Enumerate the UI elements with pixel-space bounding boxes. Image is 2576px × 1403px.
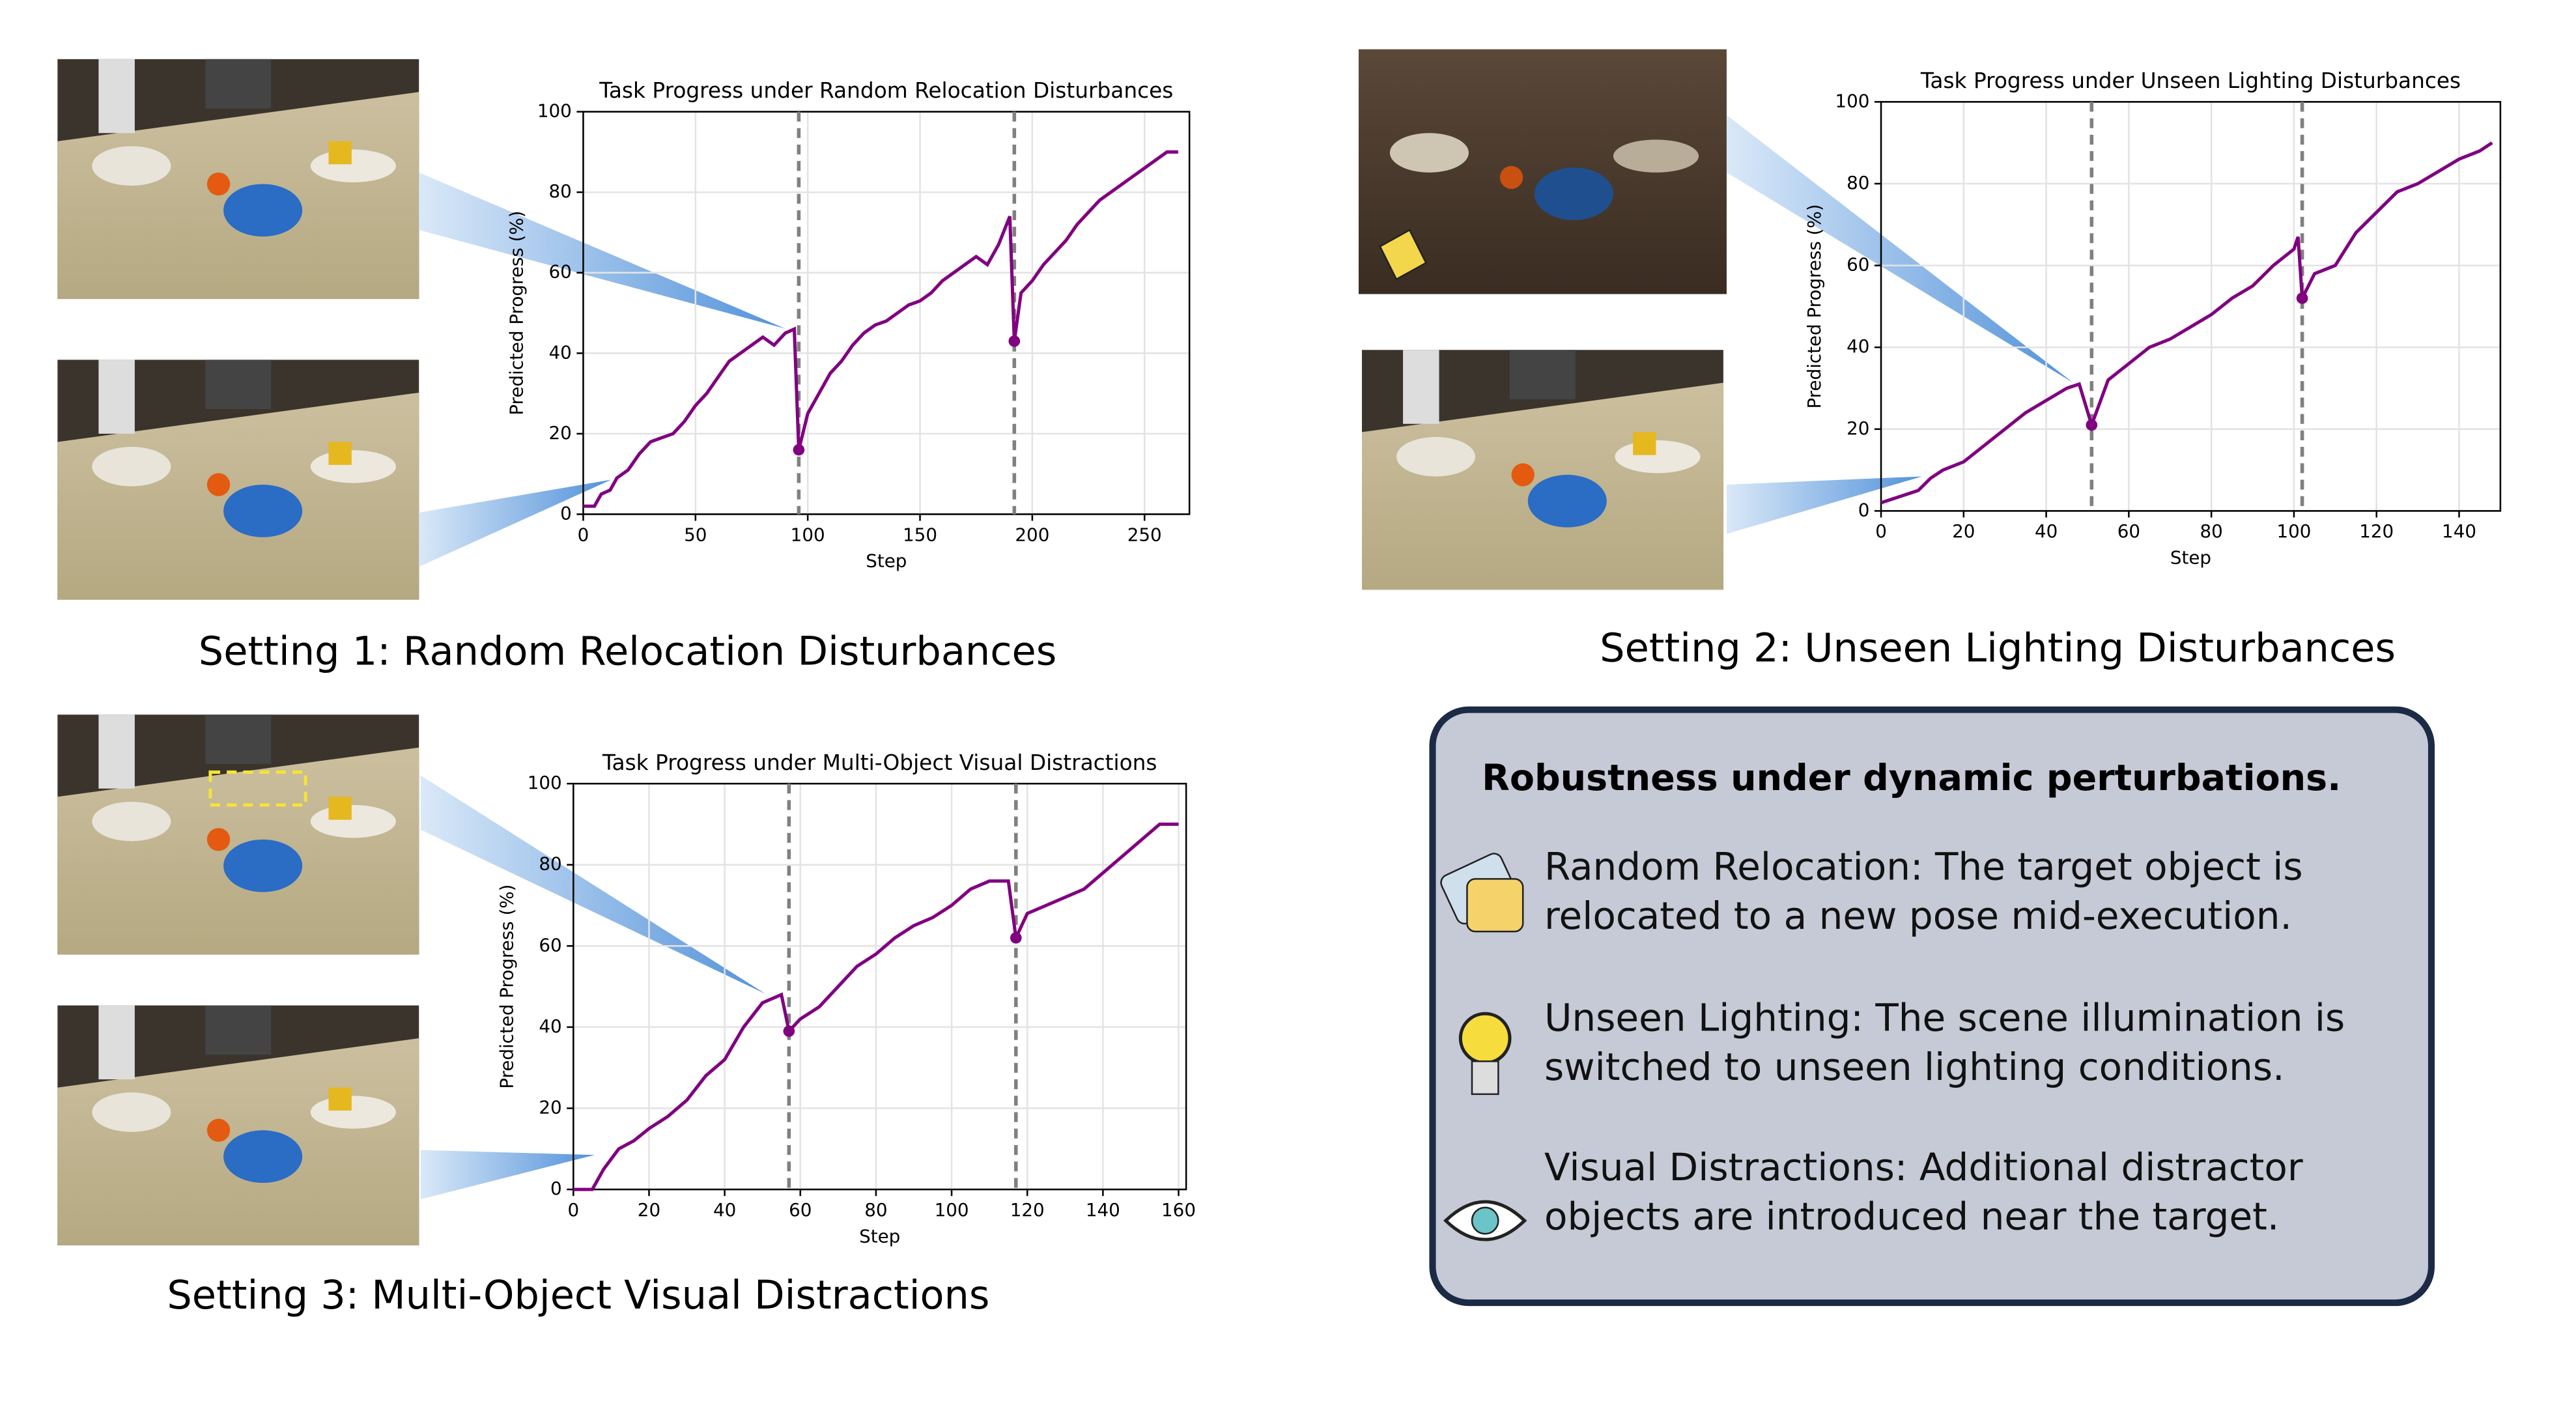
setting-caption: Setting 2: Unseen Lighting Disturbances <box>1600 625 2396 671</box>
event-point <box>1010 932 1022 944</box>
y-tick-label: 80 <box>1847 172 1869 193</box>
x-tick-label: 0 <box>567 1199 579 1221</box>
plot-frame <box>573 782 1187 1191</box>
y-tick-label: 60 <box>539 934 561 956</box>
y-tick-label: 60 <box>1847 254 1869 276</box>
y-tick-label: 40 <box>539 1015 561 1037</box>
chart-title: Task Progress under Multi-Object Visual … <box>602 750 1157 775</box>
chart-title: Task Progress under Random Relocation Di… <box>599 78 1173 103</box>
x-tick-label: 150 <box>903 524 937 545</box>
x-tick-label: 20 <box>1952 520 1975 542</box>
panel-title: Robustness under dynamic perturbations. <box>1482 758 2341 799</box>
x-axis-label: Step <box>859 1225 900 1247</box>
x-tick-label: 100 <box>935 1199 969 1221</box>
photos <box>57 49 1727 1245</box>
plot-frame <box>582 111 1191 515</box>
x-tick-label: 40 <box>2035 520 2058 542</box>
y-tick-label: 0 <box>560 502 572 524</box>
x-axis-label: Step <box>2170 547 2211 569</box>
x-tick-label: 120 <box>2359 520 2394 542</box>
x-tick-label: 40 <box>713 1199 736 1221</box>
y-tick-label: 40 <box>1847 335 1869 357</box>
x-tick-label: 60 <box>2117 520 2140 542</box>
x-tick-label: 0 <box>1875 520 1887 542</box>
x-tick-label: 100 <box>2276 520 2311 542</box>
y-axis-label: Predicted Progress (%) <box>1804 204 1825 408</box>
y-tick-label: 100 <box>1835 90 1869 111</box>
x-tick-label: 0 <box>578 524 589 545</box>
x-tick-label: 250 <box>1127 524 1162 545</box>
y-axis-label: Predicted Progress (%) <box>506 210 528 415</box>
info-panel: Robustness under dynamic perturbations. … <box>1429 706 2435 1307</box>
y-tick-label: 60 <box>549 261 572 283</box>
x-tick-label: 200 <box>1015 524 1049 545</box>
x-tick-label: 80 <box>2200 520 2223 542</box>
setting-caption: Setting 3: Multi-Object Visual Distracti… <box>167 1273 989 1318</box>
panel-text: Visual Distractions: Additional distract… <box>1544 1145 2303 1189</box>
y-tick-label: 40 <box>549 341 572 363</box>
y-tick-label: 100 <box>528 772 562 793</box>
progress-line <box>1880 141 2493 505</box>
event-point <box>783 1025 795 1037</box>
plot-frame <box>1880 101 2502 512</box>
panel-text: Random Relocation: The target object is <box>1544 844 2303 888</box>
x-tick-label: 80 <box>864 1199 887 1221</box>
icon-bulb <box>1458 1012 1512 1096</box>
x-tick-label: 20 <box>638 1199 660 1221</box>
y-tick-label: 100 <box>537 100 572 122</box>
icon-eye <box>1443 1200 1527 1241</box>
x-axis-label: Step <box>866 550 907 572</box>
chart-title: Task Progress under Unseen Lighting Dist… <box>1920 68 2461 93</box>
y-tick-label: 20 <box>549 422 572 444</box>
y-tick-label: 80 <box>549 180 572 202</box>
y-tick-label: 20 <box>539 1097 561 1118</box>
panel-text: relocated to a new pose mid-execution. <box>1544 894 2292 938</box>
setting-caption: Setting 1: Random Relocation Disturbance… <box>199 629 1057 674</box>
y-tick-label: 20 <box>1847 418 1869 439</box>
event-point <box>1008 335 1021 347</box>
event-point <box>2296 292 2308 304</box>
event-point <box>2086 419 2098 431</box>
panel-text: switched to unseen lighting conditions. <box>1544 1045 2285 1089</box>
progress-line <box>573 822 1179 1191</box>
x-tick-label: 140 <box>2442 520 2476 542</box>
x-tick-label: 100 <box>791 524 825 545</box>
x-tick-label: 120 <box>1010 1199 1045 1221</box>
event-point <box>793 444 805 456</box>
panel-text: objects are introduced near the target. <box>1544 1195 2279 1239</box>
x-tick-label: 50 <box>684 524 707 545</box>
y-tick-label: 80 <box>539 853 561 875</box>
x-tick-label: 140 <box>1086 1199 1120 1221</box>
icon-dice <box>1440 853 1524 933</box>
panel-text: Unseen Lighting: The scene illumination … <box>1544 995 2345 1040</box>
y-axis-label: Predicted Progress (%) <box>496 885 517 1089</box>
y-tick-label: 0 <box>1858 499 1870 520</box>
progress-line <box>583 150 1178 508</box>
x-tick-label: 60 <box>789 1199 812 1221</box>
x-tick-label: 160 <box>1161 1199 1196 1221</box>
y-tick-label: 0 <box>550 1178 562 1199</box>
